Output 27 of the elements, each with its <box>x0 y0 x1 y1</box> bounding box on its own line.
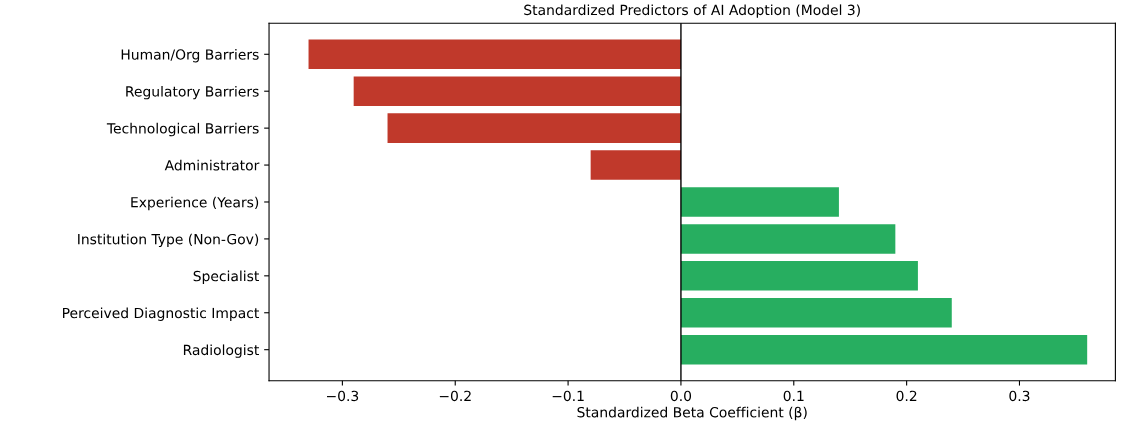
y-tick-label: Human/Org Barriers <box>121 49 259 63</box>
bar <box>308 39 681 70</box>
bar <box>590 150 681 180</box>
bar <box>680 224 896 254</box>
bar <box>680 187 839 217</box>
y-tick-label: Regulatory Barriers <box>126 85 259 100</box>
y-tick-label: Technological Barriers <box>106 122 259 137</box>
x-tick-label: 0.3 <box>1009 390 1030 402</box>
bar <box>680 261 918 291</box>
y-tick-label: Institution Type (Non-Gov) <box>78 233 259 248</box>
x-tick-label: 0.0 <box>670 390 692 402</box>
y-tick-label: Perceived Diagnostic Impact <box>63 307 259 321</box>
chart-title: Standardized Predictors of AI Adoption (Model 3) <box>524 4 860 18</box>
bar <box>680 297 952 328</box>
x-tick-label: −0.2 <box>439 390 471 402</box>
y-tick-label: Radiologist <box>183 344 259 358</box>
x-tick-label: −0.3 <box>327 390 359 402</box>
y-tick-label: Administrator <box>164 159 260 171</box>
y-tick-label: Specialist <box>193 270 259 284</box>
x-tick-label: −0.1 <box>552 390 584 402</box>
x-tick-label: 0.1 <box>783 390 804 402</box>
bar <box>680 334 1088 365</box>
x-tick-label: 0.2 <box>896 390 917 402</box>
x-axis-title: Standardized Beta Coefficient (β) <box>577 406 807 421</box>
y-tick-label: Experience (Years) <box>131 196 259 211</box>
bar <box>353 76 681 106</box>
bar <box>387 113 681 143</box>
